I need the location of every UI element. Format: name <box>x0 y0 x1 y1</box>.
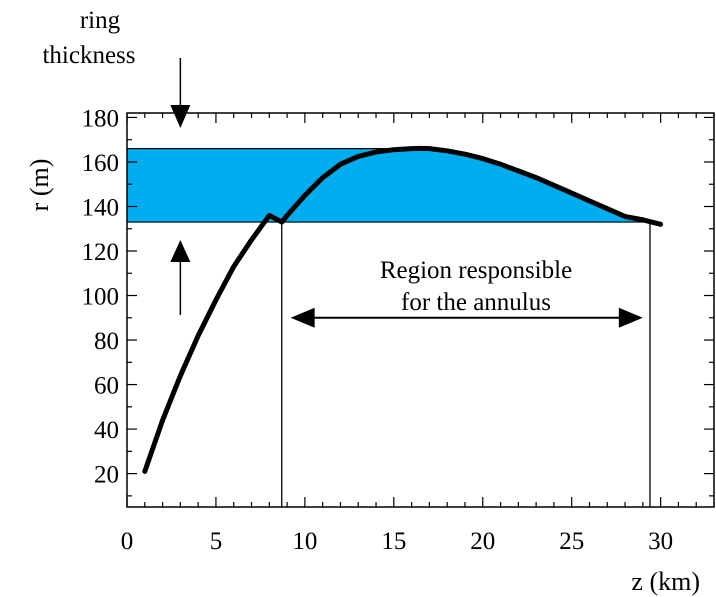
y-tick-label: 140 <box>82 194 120 221</box>
y-tick-label: 80 <box>94 328 119 355</box>
tick-labels-layer: 0 5 10 15 20 25 30 20 40 60 80 100 120 140 160 180 <box>82 105 674 555</box>
x-axis-title: z (km) <box>631 567 700 596</box>
x-tick-label: 15 <box>381 528 406 555</box>
plot-frame <box>126 112 715 508</box>
ring-thickness-label-line2: thickness <box>42 42 135 69</box>
y-axis-title: r (m) <box>25 159 54 212</box>
region-boundary-lines <box>281 222 651 507</box>
ring-thickness-arrowhead-down <box>170 105 191 128</box>
series-line <box>142 145 664 474</box>
y-tick-label: 60 <box>94 373 119 400</box>
ring-thickness-band-layer <box>127 148 661 223</box>
x-tick-label: 5 <box>210 528 223 555</box>
axis-ticks-layer <box>126 113 715 507</box>
region-arrowhead-left <box>290 307 315 328</box>
y-tick-label: 100 <box>82 284 120 311</box>
x-tick-label: 25 <box>559 528 584 555</box>
y-tick-label: 180 <box>82 105 120 132</box>
x-tick-label: 10 <box>292 528 317 555</box>
region-label-line2: for the annulus <box>401 289 551 316</box>
y-tick-label: 20 <box>94 462 119 489</box>
x-tick-label: 20 <box>470 528 495 555</box>
ring-thickness-band <box>127 148 661 223</box>
y-tick-label: 160 <box>82 150 120 177</box>
y-tick-label: 120 <box>82 239 120 266</box>
y-tick-label: 40 <box>94 417 119 444</box>
x-tick-label: 0 <box>121 528 134 555</box>
region-arrowhead-right <box>618 307 643 328</box>
region-label-line1: Region responsible <box>380 257 572 284</box>
ring-thickness-label-line1: ring <box>80 7 121 34</box>
ring-thickness-arrowhead-up <box>170 240 191 262</box>
x-tick-label: 30 <box>648 528 673 555</box>
annotations-layer: z (km) r (m) ring thickness Region respo… <box>25 7 700 596</box>
